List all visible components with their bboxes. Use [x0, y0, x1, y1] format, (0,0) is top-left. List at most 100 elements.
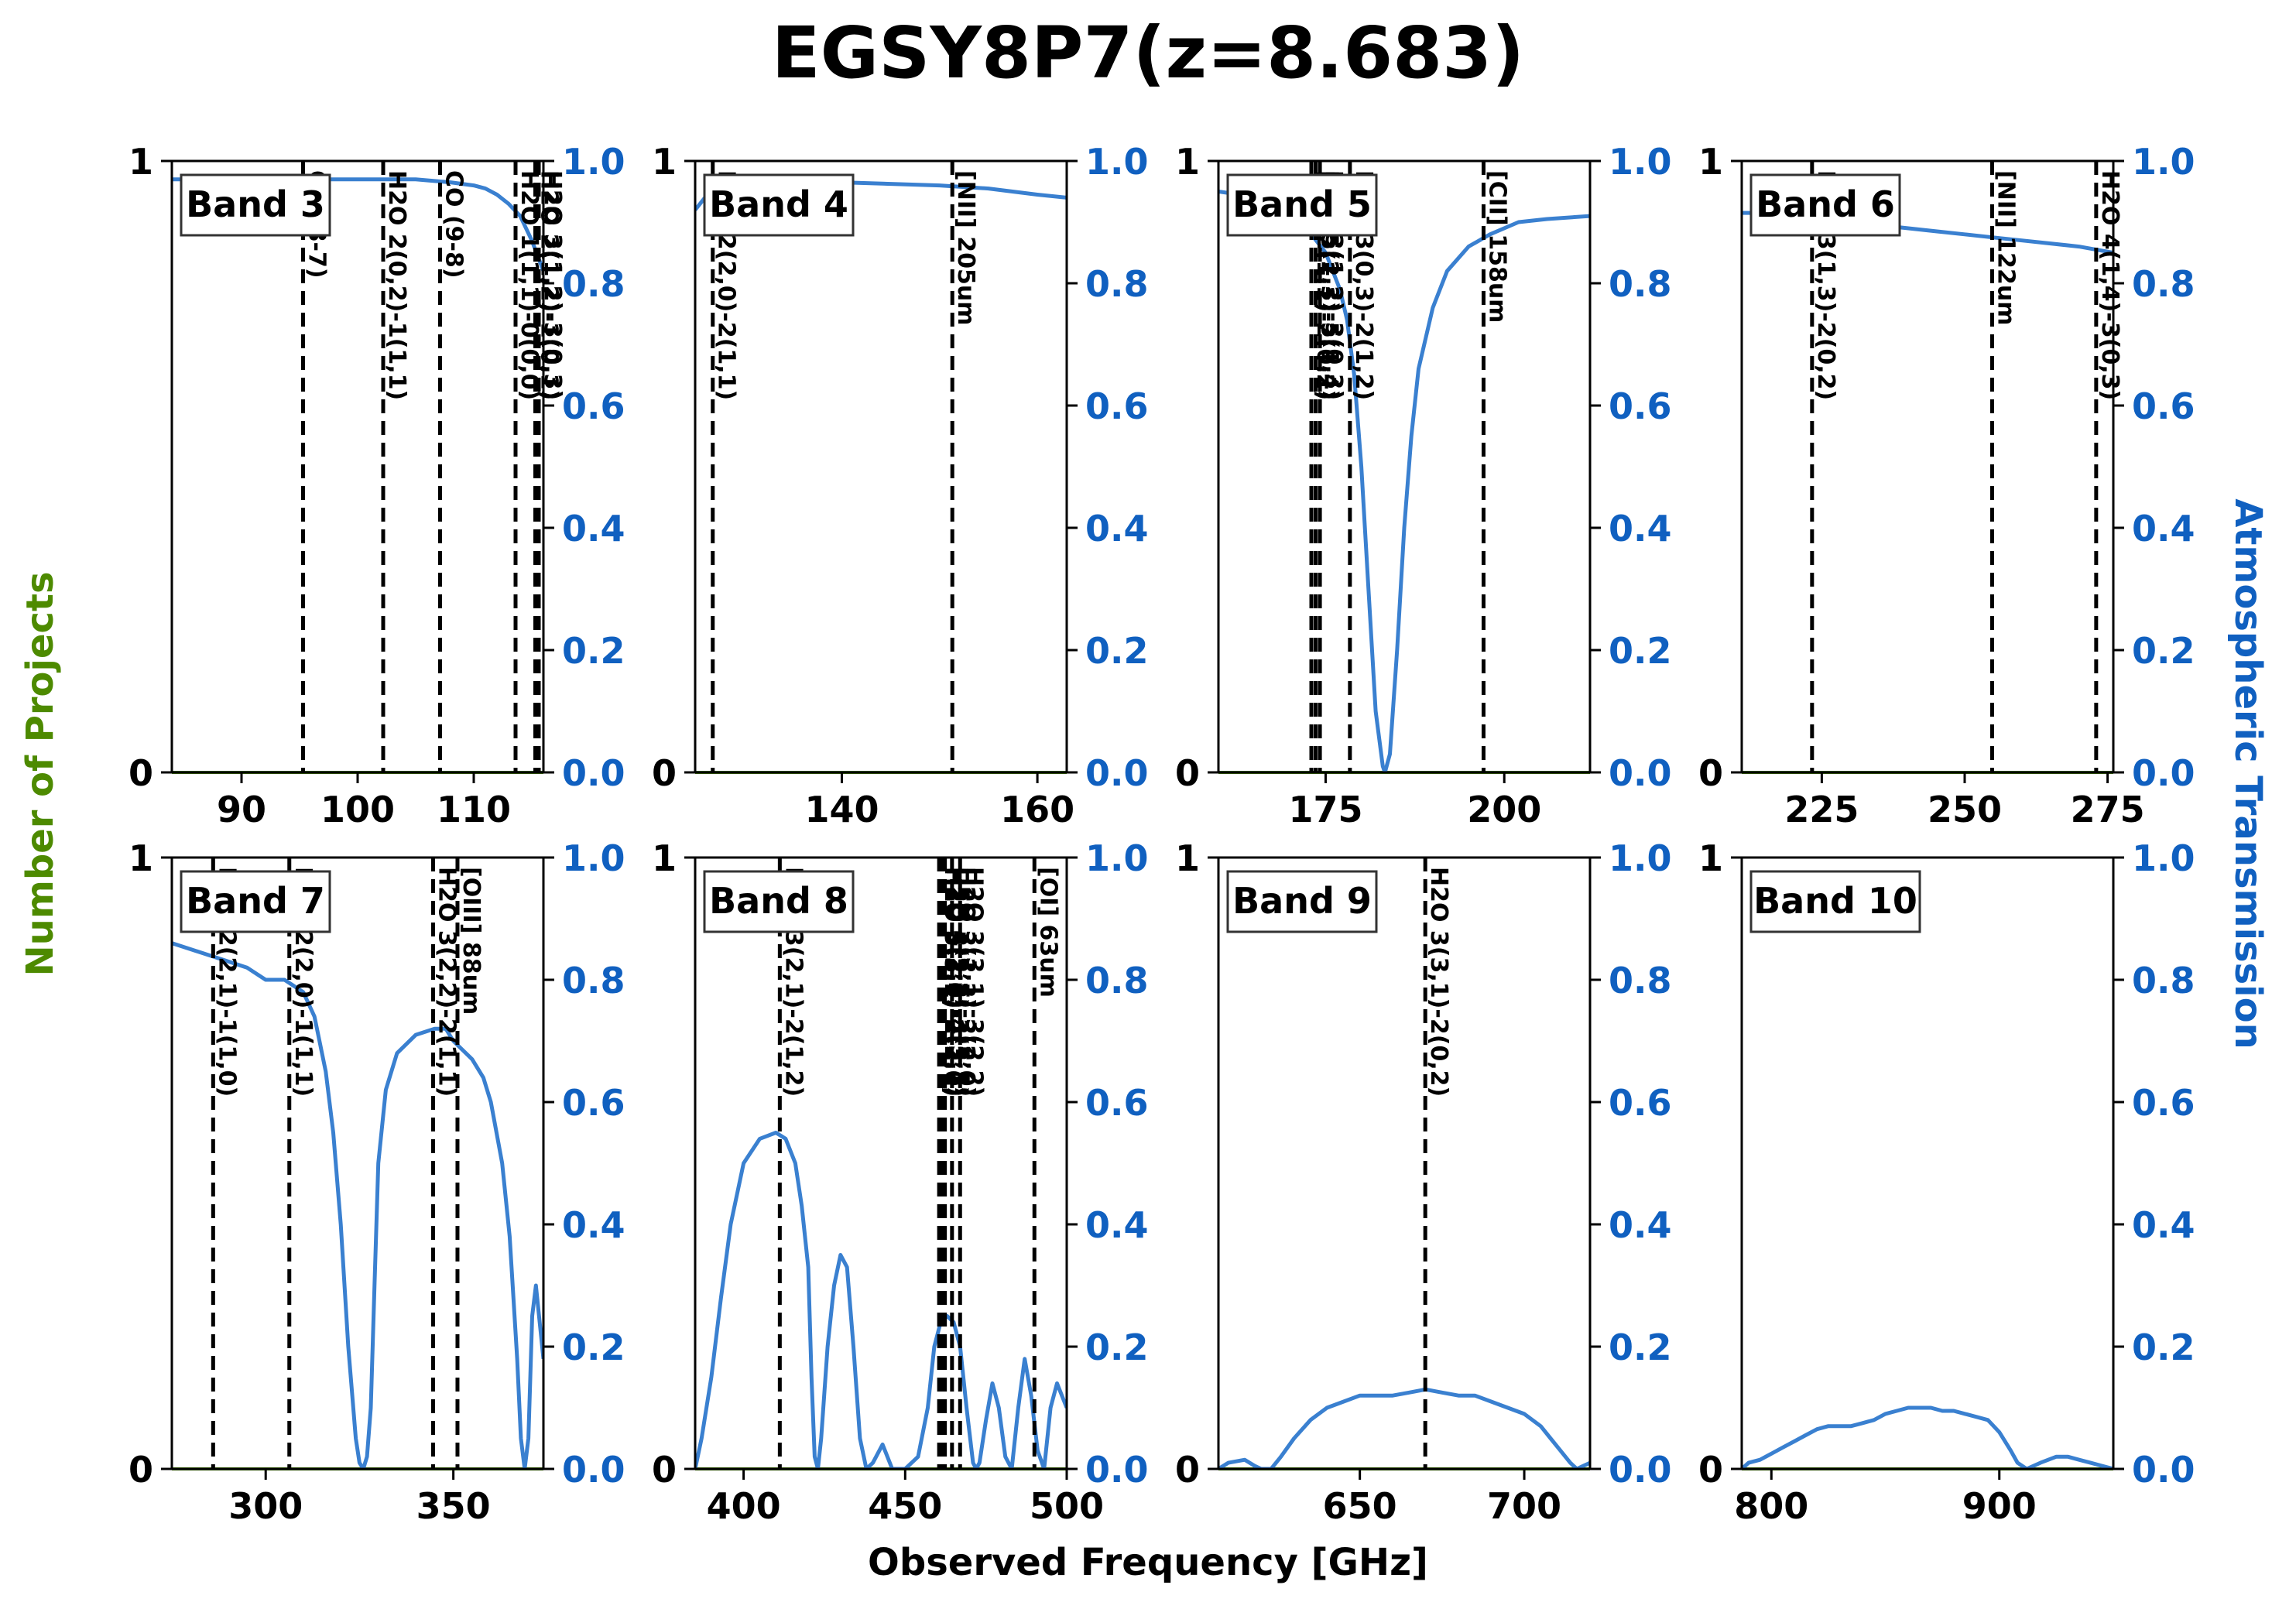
- x-tick-label: 225: [1784, 789, 1859, 830]
- right-tick-label: 0.6: [2132, 1082, 2195, 1124]
- band-label-box: [1749, 870, 1921, 933]
- panel-band-9: H2O 3(3,1)-2(0,2) Band 9 650 700 0 1 0.0 0.2 0.4…: [1175, 837, 1672, 1527]
- transmission-curve: [172, 941, 543, 1469]
- right-tick-label: 0.6: [1085, 1082, 1149, 1124]
- right-tick-label: 0.8: [2132, 263, 2195, 305]
- panel-band-7: H2O 2(2,1)-1(1,0) H2O 2(2,0)-1(1,1) H2O 3(…: [129, 837, 625, 1527]
- left-tick-label: 1: [129, 837, 153, 879]
- right-tick-label: 0.6: [1085, 385, 1149, 427]
- right-tick-label: 1.0: [1085, 141, 1149, 183]
- x-tick-label: 450: [868, 1485, 942, 1527]
- plot-frame: [170, 856, 545, 1470]
- left-tick-label: 0: [652, 752, 677, 794]
- band-label-box: [1226, 173, 1378, 237]
- band-label-box: [180, 870, 331, 933]
- x-tick-label: 400: [707, 1485, 781, 1527]
- plot-frame: [1740, 856, 2115, 1470]
- transmission-curve: [1742, 1405, 2113, 1469]
- right-tick-label: 0.6: [2132, 385, 2195, 427]
- right-tick-label: 1.0: [562, 141, 625, 183]
- right-tick-label: 0.8: [1085, 263, 1149, 305]
- band-label-box: [180, 173, 331, 237]
- left-tick-label: 1: [652, 141, 677, 183]
- right-tick-label: 0.2: [562, 1327, 625, 1368]
- left-tick-label: 1: [1175, 837, 1200, 879]
- panel-band-6: H2O 3(1,3)-2(0,2) [NII] 122um H2O 4(1,4)-3…: [1698, 141, 2195, 830]
- left-tick-label: 1: [1175, 141, 1200, 183]
- left-tick-label: 0: [129, 1449, 153, 1491]
- right-tick-label: 0.8: [1085, 960, 1149, 1001]
- spectral-line-label: CO (9-8): [440, 170, 468, 279]
- right-tick-label: 0.4: [1085, 508, 1149, 549]
- left-tick-label: 0: [1698, 752, 1723, 794]
- spectral-line-label: H2O 2(0,2)-1(1,1): [383, 170, 410, 400]
- spectral-line-label: [NII] 122um: [1992, 170, 2019, 326]
- x-tick-label: 275: [2071, 789, 2145, 830]
- x-tick-label: 650: [1323, 1485, 1397, 1527]
- plot-frame: [1740, 159, 2115, 774]
- plot-frame: [694, 159, 1068, 774]
- band-label: Band 5: [1232, 183, 1372, 225]
- x-tick-label: 100: [320, 789, 395, 830]
- band-label-box: [1226, 870, 1378, 933]
- right-tick-label: 0.6: [562, 1082, 625, 1124]
- right-tick-label: 0.8: [1609, 960, 1672, 1001]
- band-label: Band 6: [1756, 183, 1895, 225]
- x-tick-label: 800: [1734, 1485, 1808, 1527]
- right-tick-label: 0.6: [1609, 385, 1672, 427]
- left-tick-label: 0: [652, 1449, 677, 1491]
- right-tick-label: 0.0: [1085, 752, 1149, 794]
- right-tick-label: 0.0: [562, 1449, 625, 1491]
- right-tick-label: 1.0: [2132, 837, 2195, 879]
- right-tick-label: 0.0: [2132, 752, 2195, 794]
- spectral-line-label: [CII] 158um: [1483, 170, 1510, 323]
- band-label-box: [1749, 173, 1901, 237]
- right-tick-label: 1.0: [1085, 837, 1149, 879]
- x-tick-label: 900: [1962, 1485, 2037, 1527]
- spectral-line-label: H2O 5(2,3)-4(3,2): [943, 867, 970, 1097]
- x-axis-label: Observed Frequency [GHz]: [868, 1541, 1428, 1584]
- right-tick-label: 0.4: [2132, 508, 2195, 549]
- transmission-curve: [695, 1131, 1067, 1469]
- plot-frame: [1217, 856, 1592, 1470]
- left-tick-label: 0: [1175, 752, 1200, 794]
- x-tick-label: 90: [217, 789, 266, 830]
- left-tick-label: 1: [1698, 837, 1723, 879]
- band-label: Band 4: [709, 183, 848, 225]
- right-tick-label: 0.8: [562, 263, 625, 305]
- band-label-box: [703, 173, 855, 237]
- left-tick-label: 1: [652, 837, 677, 879]
- plot-frame: [1217, 159, 1592, 774]
- spectral-line-label: H2O 3(3,1)-2(0,2): [1425, 867, 1452, 1097]
- right-tick-label: 0.8: [2132, 960, 2195, 1001]
- x-tick-label: 200: [1467, 789, 1541, 830]
- panel-band-10: Band 10 800 900 0 1 0.0 0.2 0.4 0.6 0.8 1.0: [1698, 837, 2195, 1527]
- plot-frame: [170, 159, 545, 774]
- right-tick-label: 0.2: [1085, 630, 1149, 672]
- right-tick-label: 0.0: [2132, 1449, 2195, 1491]
- right-tick-label: 0.6: [562, 385, 625, 427]
- x-tick-label: 140: [804, 789, 879, 830]
- right-tick-label: 0.0: [562, 752, 625, 794]
- left-tick-label: 0: [1175, 1449, 1200, 1491]
- right-tick-label: 0.2: [2132, 630, 2195, 672]
- right-tick-label: 0.0: [1609, 1449, 1672, 1491]
- x-tick-label: 300: [228, 1485, 303, 1527]
- x-tick-label: 500: [1030, 1485, 1104, 1527]
- right-tick-label: 0.4: [562, 508, 625, 549]
- spectral-line-label: [OI] 63um: [1034, 867, 1061, 998]
- x-tick-label: 250: [1928, 789, 2002, 830]
- right-tick-label: 0.4: [1085, 1204, 1149, 1246]
- right-tick-label: 0.6: [1609, 1082, 1672, 1124]
- band-label: Band 7: [186, 880, 325, 922]
- right-tick-label: 0.4: [562, 1204, 625, 1246]
- right-tick-label: 1.0: [1609, 141, 1672, 183]
- x-tick-label: 700: [1487, 1485, 1561, 1527]
- transmission-curve: [1218, 1387, 1590, 1469]
- x-tick-label: 110: [437, 789, 511, 830]
- right-tick-label: 0.0: [1085, 1449, 1149, 1491]
- right-tick-label: 0.8: [562, 960, 625, 1001]
- band-label: Band 9: [1232, 880, 1372, 922]
